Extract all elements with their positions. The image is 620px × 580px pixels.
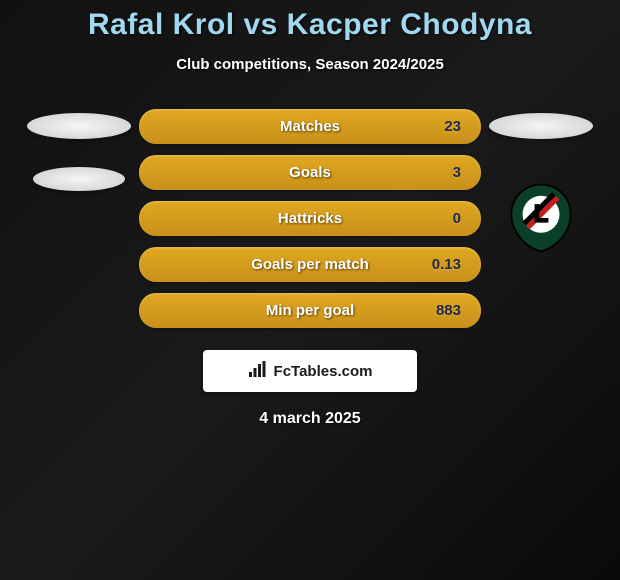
stat-value: 0: [453, 210, 461, 227]
stat-value: 883: [436, 302, 461, 319]
main-row: Matches 23 Goals 3 Hattricks 0 Goals per…: [0, 109, 620, 328]
stat-value: 0.13: [432, 256, 461, 273]
chart-icon: [248, 360, 268, 383]
stat-row: Goals 3: [139, 155, 481, 190]
stat-label: Hattricks: [278, 210, 342, 227]
stat-list: Matches 23 Goals 3 Hattricks 0 Goals per…: [139, 109, 481, 328]
stat-row: Goals per match 0.13: [139, 247, 481, 282]
stat-label: Matches: [280, 118, 340, 135]
left-badge-placeholder-2: [33, 167, 125, 191]
attribution-badge[interactable]: FcTables.com: [203, 350, 417, 392]
stat-label: Min per goal: [266, 302, 354, 319]
stat-value: 23: [444, 118, 461, 135]
right-badge-placeholder-1: [489, 113, 593, 139]
subtitle: Club competitions, Season 2024/2025: [176, 56, 444, 73]
stat-row: Min per goal 883: [139, 293, 481, 328]
left-team-column: [19, 109, 139, 191]
legia-badge-icon: [504, 181, 578, 255]
stat-label: Goals per match: [251, 256, 369, 273]
page-title: Rafal Krol vs Kacper Chodyna: [88, 8, 532, 42]
stat-row: Matches 23: [139, 109, 481, 144]
attribution-text: FcTables.com: [274, 363, 373, 380]
stat-value: 3: [453, 164, 461, 181]
right-team-column: [481, 109, 601, 255]
stat-label: Goals: [289, 164, 331, 181]
left-badge-placeholder-1: [27, 113, 131, 139]
stat-row: Hattricks 0: [139, 201, 481, 236]
date-text: 4 march 2025: [259, 410, 360, 428]
comparison-container: Rafal Krol vs Kacper Chodyna Club compet…: [0, 0, 620, 428]
